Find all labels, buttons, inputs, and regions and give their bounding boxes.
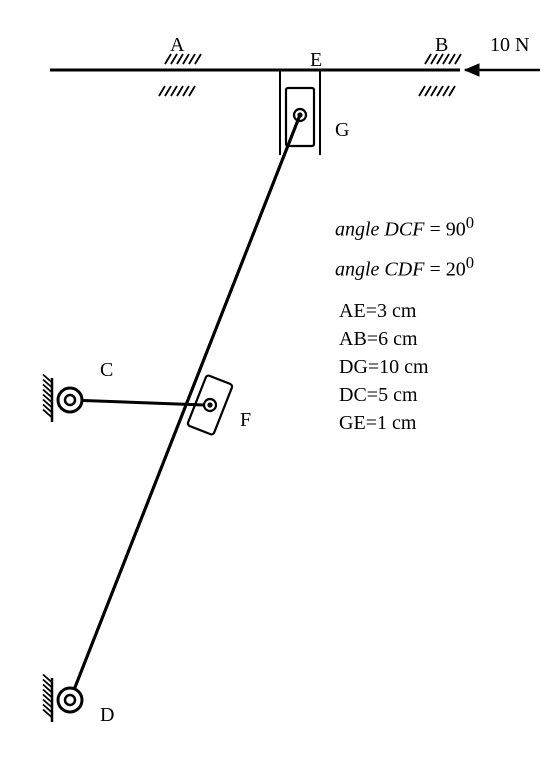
force-label: 10 N — [490, 35, 529, 55]
dim-eq: GE=1 cm — [339, 413, 416, 433]
label-A: A — [170, 35, 184, 55]
angle-eq: angle CDF = 200 — [335, 255, 474, 280]
label-G: G — [335, 120, 349, 140]
dim-eq: AE=3 cm — [339, 301, 416, 321]
angle-eq: angle DCF = 900 — [335, 215, 474, 240]
label-B: B — [435, 35, 448, 55]
label-C: C — [100, 360, 113, 380]
label-F: F — [240, 410, 251, 430]
diagram-svg — [0, 0, 557, 776]
dim-eq: AB=6 cm — [339, 329, 418, 349]
dim-eq: DG=10 cm — [339, 357, 429, 377]
label-D: D — [100, 705, 114, 725]
label-E: E — [310, 50, 322, 70]
dim-eq: DC=5 cm — [339, 385, 418, 405]
mechanics-diagram: A B E G F C D 10 N angle DCF = 900 angle … — [0, 0, 557, 776]
